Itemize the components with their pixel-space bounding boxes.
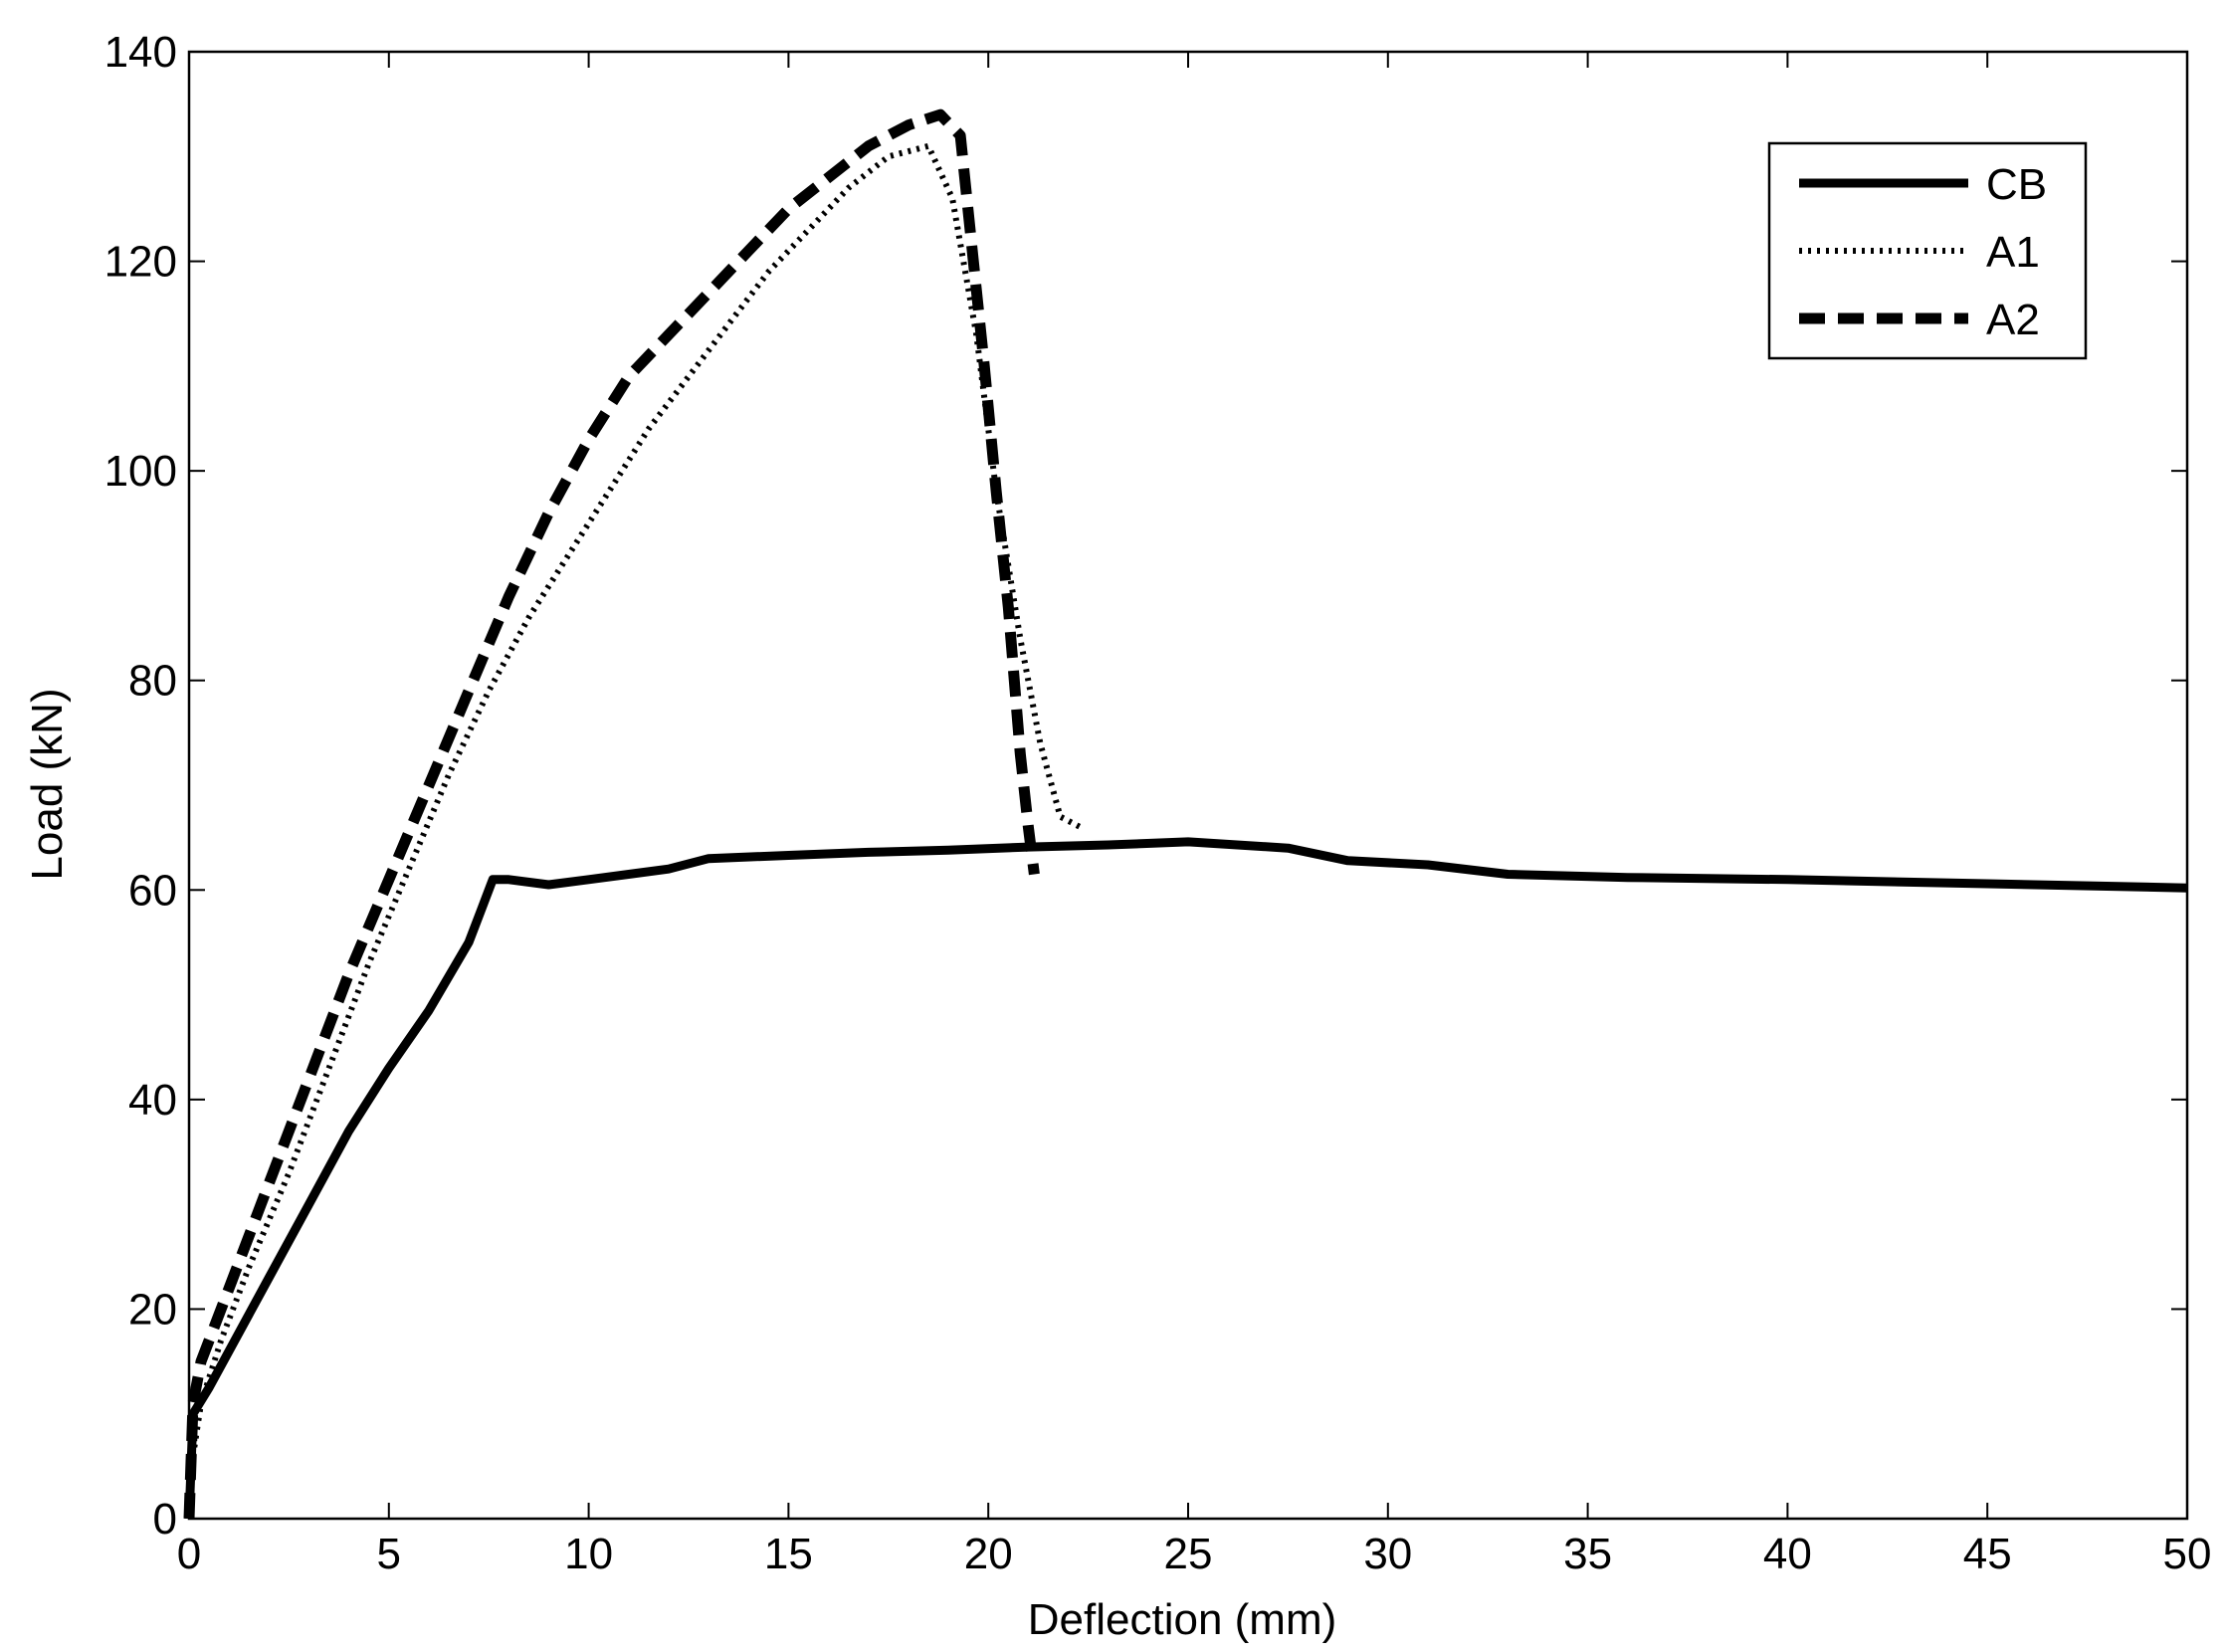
y-axis-label: Load (kN) [23, 688, 72, 880]
y-tick-label: 60 [128, 866, 177, 915]
series-line-cb [184, 837, 2188, 1520]
x-tick-label: 40 [1763, 1530, 1812, 1578]
x-tick-label: 35 [1563, 1530, 1612, 1578]
y-tick-label: 20 [128, 1285, 177, 1334]
legend-label-a2: A2 [1986, 296, 2040, 344]
data-series [183, 108, 2188, 1520]
x-axis-label: Deflection (mm) [1028, 1595, 1337, 1644]
series-line-a1 [186, 142, 1082, 1520]
y-tick-label: 100 [104, 447, 177, 496]
x-tick-label: 5 [377, 1530, 401, 1578]
legend-label-a1: A1 [1986, 228, 2040, 277]
series-line-a2 [183, 108, 1040, 1520]
x-tick-label: 50 [2163, 1530, 2212, 1578]
x-tick-label: 45 [1963, 1530, 2012, 1578]
y-tick-label: 140 [104, 28, 177, 77]
axis-ticks: 0 5 10 15 20 25 30 35 40 45 50 0 20 40 60 80 100 120 140 [104, 28, 2212, 1578]
x-tick-label: 25 [1164, 1530, 1213, 1578]
y-tick-label: 120 [104, 238, 177, 287]
legend: CB A1 A2 [1767, 141, 2088, 360]
x-tick-label: 20 [964, 1530, 1013, 1578]
legend-label-cb: CB [1986, 160, 2047, 209]
x-tick-label: 30 [1363, 1530, 1412, 1578]
y-tick-label: 40 [128, 1076, 177, 1125]
x-tick-label: 0 [177, 1530, 201, 1578]
x-tick-label: 15 [764, 1530, 813, 1578]
y-tick-label: 0 [153, 1495, 177, 1544]
x-tick-label: 10 [564, 1530, 613, 1578]
y-tick-label: 80 [128, 657, 177, 706]
